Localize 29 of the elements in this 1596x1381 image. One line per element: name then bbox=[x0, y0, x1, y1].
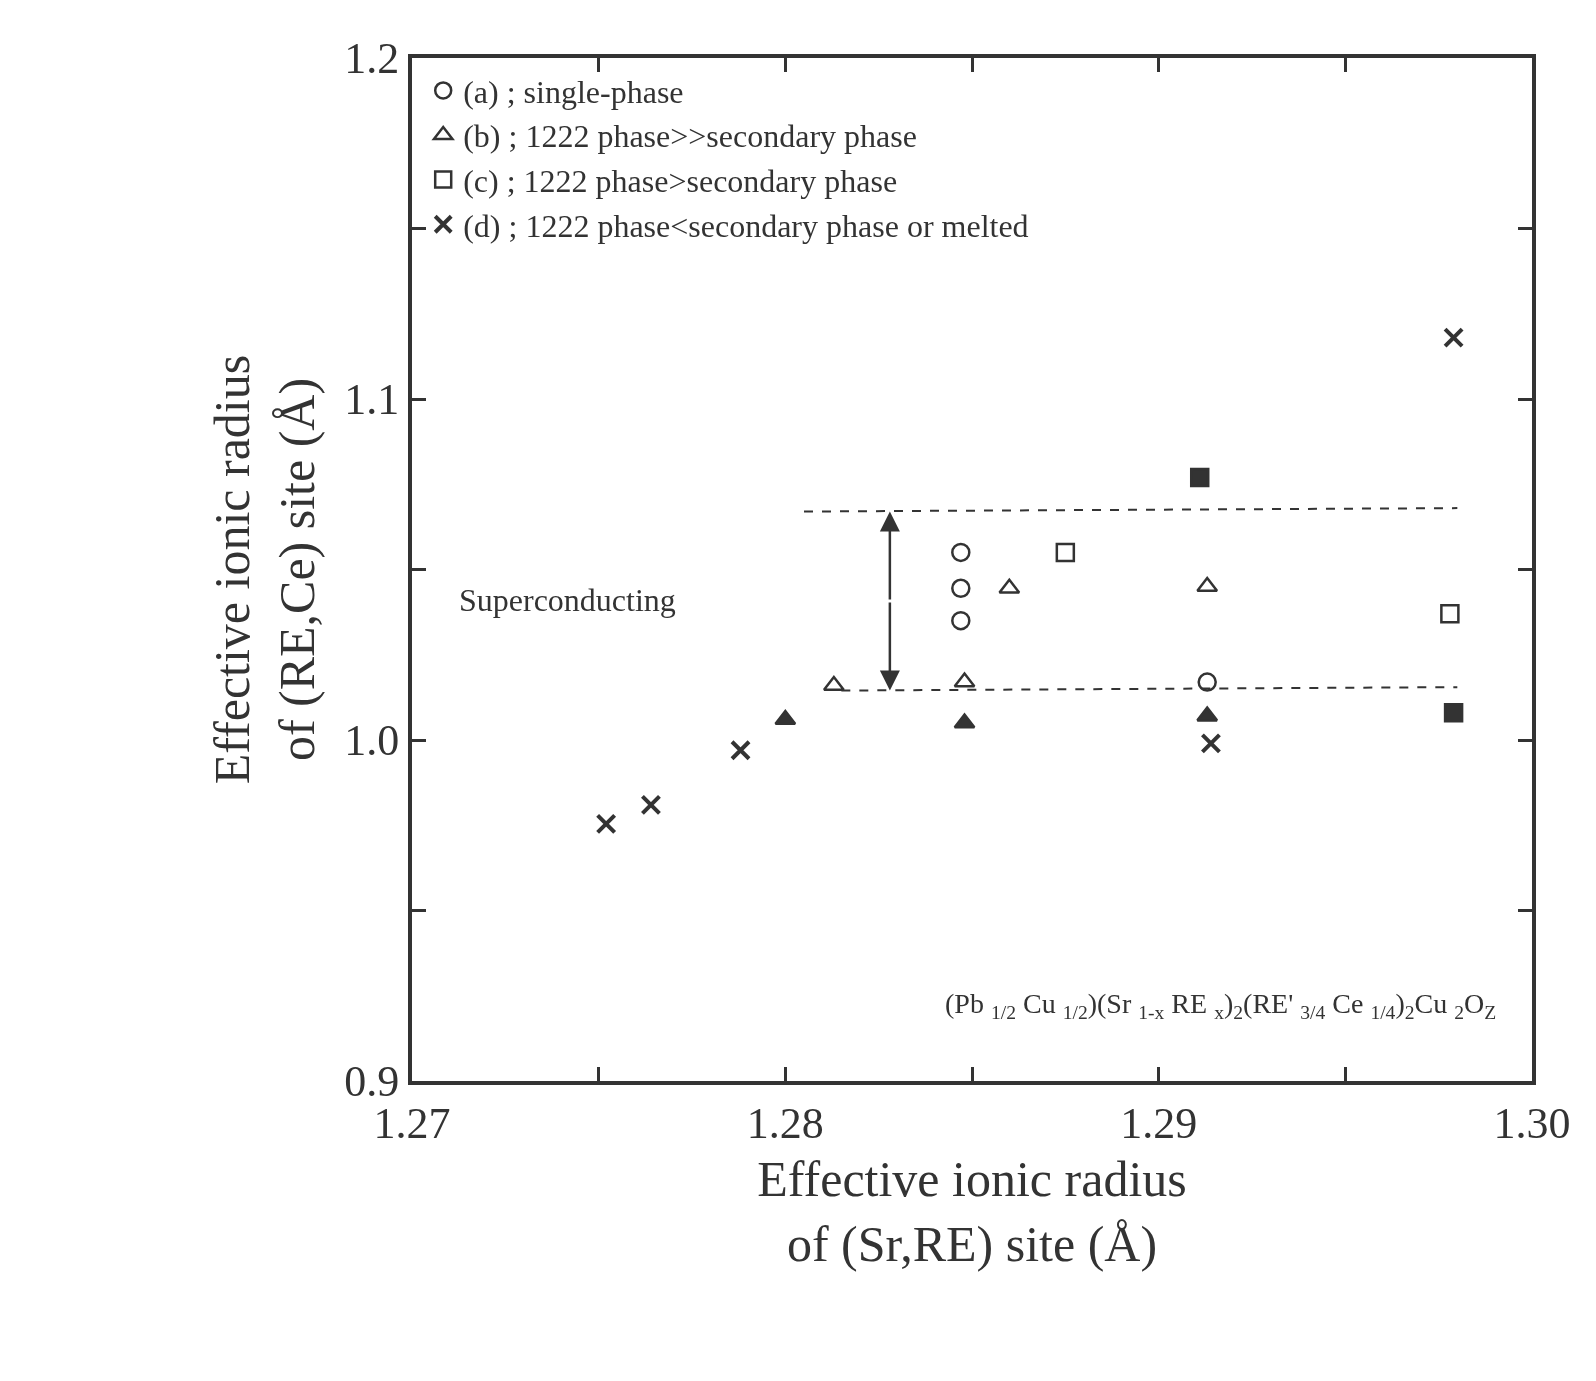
point bbox=[1055, 542, 1076, 563]
point bbox=[595, 813, 617, 835]
point bbox=[1189, 467, 1210, 488]
point bbox=[951, 542, 971, 563]
point bbox=[730, 739, 752, 761]
legend-label: (b) ; 1222 phase>>secondary phase bbox=[463, 118, 917, 155]
point bbox=[951, 610, 971, 631]
x-tick-label: 1.29 bbox=[1120, 1098, 1198, 1148]
y-tick-label: 1.2 bbox=[344, 34, 400, 84]
point bbox=[774, 709, 797, 726]
point bbox=[1200, 732, 1222, 754]
legend-label: (d) ; 1222 phase<secondary phase or melted bbox=[463, 207, 1029, 244]
text: (Pb $_{1/2}$ Cu $_{1/2}$)(Sr $_{1-x}$ RE $_{x}$)$_{2}$(RE' $_{3/4}$ Ce $_{1/4}$)$_{2}$Cu $_{2}$O$_{Z}$ bbox=[945, 988, 1497, 1023]
point bbox=[640, 794, 662, 816]
annotation: Superconducting bbox=[459, 582, 676, 618]
legend-label: (c) ; 1222 phase>secondary phase bbox=[463, 163, 898, 200]
point bbox=[1443, 327, 1465, 349]
x-tick-label: 1.28 bbox=[746, 1098, 824, 1148]
point bbox=[1440, 604, 1460, 624]
point bbox=[951, 578, 971, 598]
point bbox=[1443, 702, 1464, 723]
y-tick-label: 1.0 bbox=[344, 716, 400, 766]
x-axis-title: Effective ionic radius of (Sr,RE) site (Å) bbox=[757, 1150, 1187, 1272]
y-axis-title: Effective ionic radius of (RE,Ce) site (Å) bbox=[203, 354, 325, 785]
y-tick-label: 1.1 bbox=[344, 375, 400, 425]
legend-label: (a) ; single-phase bbox=[463, 73, 684, 110]
point bbox=[1196, 576, 1219, 593]
x-tick-label: 1.30 bbox=[1493, 1098, 1571, 1148]
point bbox=[1197, 672, 1217, 692]
